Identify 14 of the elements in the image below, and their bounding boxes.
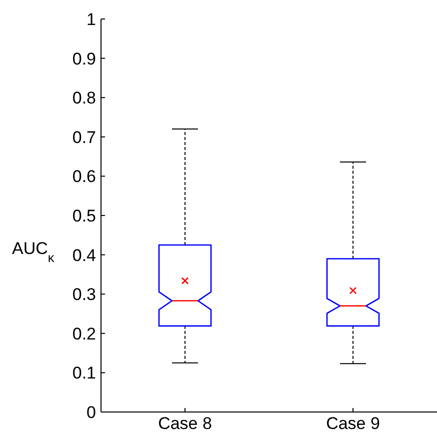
x-tick-label: Case 9	[326, 414, 380, 433]
y-tick-label: 0.2	[72, 324, 96, 344]
y-axis-title: AUC$_{κ}$	[12, 239, 55, 264]
y-tick-label: 0	[86, 402, 96, 422]
y-tick-label: 0.6	[72, 167, 96, 186]
y-tick-label: 0.1	[72, 364, 96, 383]
y-tick-label: 0.3	[72, 285, 96, 304]
y-tick-label: 0.7	[72, 128, 96, 147]
y-tick-label: 0.4	[72, 246, 96, 265]
y-tick-label: 0.5	[72, 206, 96, 226]
x-tick-label: Case 8	[158, 414, 212, 433]
y-tick-label: 0.9	[72, 49, 96, 68]
y-tick-label: 0.8	[72, 88, 96, 108]
y-tick-label: 1	[86, 10, 96, 29]
